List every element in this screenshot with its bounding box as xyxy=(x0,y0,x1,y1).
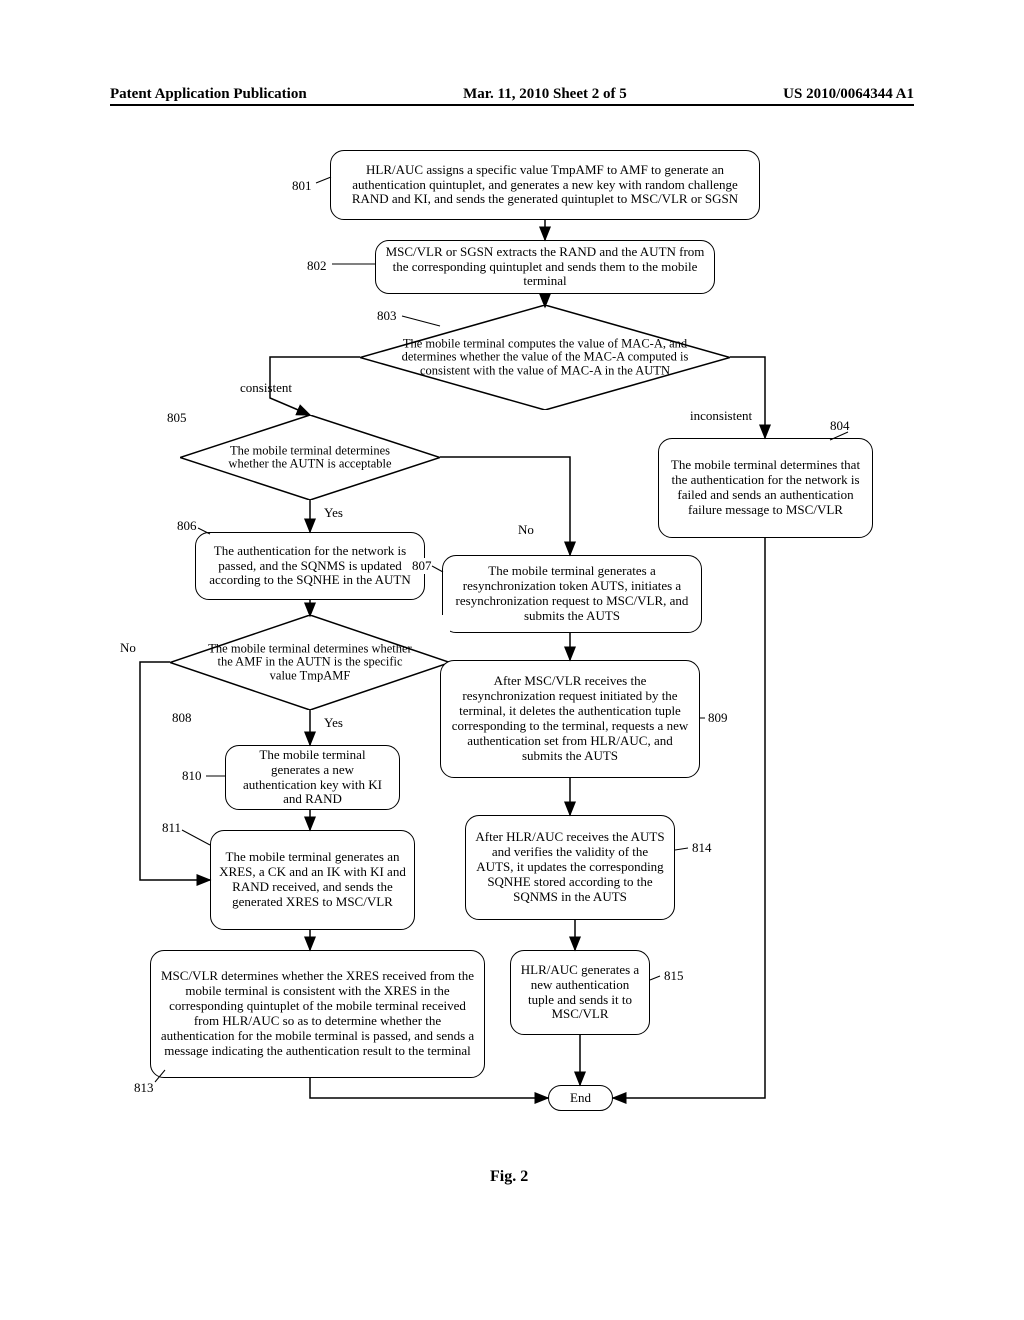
label-802: 802 xyxy=(305,258,329,274)
box-802-text: MSC/VLR or SGSN extracts the RAND and th… xyxy=(384,245,706,290)
label-810: 810 xyxy=(180,768,204,784)
diamond-803-text: The mobile terminal computes the value o… xyxy=(379,337,712,378)
label-804: 804 xyxy=(828,418,852,434)
box-814-text: After HLR/AUC receives the AUTS and veri… xyxy=(474,830,666,905)
label-808: 808 xyxy=(170,710,194,726)
figure-label: Fig. 2 xyxy=(490,1168,528,1186)
diamond-808-text: The mobile terminal determines whether t… xyxy=(205,642,415,683)
diamond-805-text: The mobile terminal determines whether t… xyxy=(213,444,408,472)
edge-no-808: No xyxy=(120,640,136,656)
box-807: The mobile terminal generates a resynchr… xyxy=(442,555,702,633)
box-811-text: The mobile terminal generates an XRES, a… xyxy=(219,850,406,910)
box-814: After HLR/AUC receives the AUTS and veri… xyxy=(465,815,675,920)
box-810-text: The mobile terminal generates a new auth… xyxy=(234,748,391,808)
box-801-text: HLR/AUC assigns a specific value TmpAMF … xyxy=(339,163,751,208)
header-rule xyxy=(110,104,914,106)
label-805: 805 xyxy=(165,410,189,426)
flowchart: HLR/AUC assigns a specific value TmpAMF … xyxy=(110,150,914,1230)
box-804: The mobile terminal determines that the … xyxy=(658,438,873,538)
box-end: End xyxy=(548,1085,613,1111)
diamond-808: The mobile terminal determines whether t… xyxy=(170,615,450,710)
header-center: Mar. 11, 2010 Sheet 2 of 5 xyxy=(463,86,627,103)
box-804-text: The mobile terminal determines that the … xyxy=(667,458,864,518)
box-802: MSC/VLR or SGSN extracts the RAND and th… xyxy=(375,240,715,294)
label-806: 806 xyxy=(175,518,199,534)
box-813-text: MSC/VLR determines whether the XRES rece… xyxy=(159,969,476,1059)
label-807: 807 xyxy=(410,558,434,574)
box-811: The mobile terminal generates an XRES, a… xyxy=(210,830,415,930)
label-801: 801 xyxy=(290,178,314,194)
edge-yes-805: Yes xyxy=(324,505,343,521)
label-815: 815 xyxy=(662,968,686,984)
box-801: HLR/AUC assigns a specific value TmpAMF … xyxy=(330,150,760,220)
label-811: 811 xyxy=(160,820,183,836)
box-815: HLR/AUC generates a new authentication t… xyxy=(510,950,650,1035)
label-803: 803 xyxy=(375,308,399,324)
box-end-text: End xyxy=(570,1091,591,1106)
edge-consistent: consistent xyxy=(240,380,292,396)
label-809: 809 xyxy=(706,710,730,726)
header-right: US 2010/0064344 A1 xyxy=(783,86,914,103)
edge-no-805: No xyxy=(518,522,534,538)
box-815-text: HLR/AUC generates a new authentication t… xyxy=(519,963,641,1023)
diamond-803: The mobile terminal computes the value o… xyxy=(360,305,730,410)
edge-inconsistent: inconsistent xyxy=(690,408,752,424)
label-813: 813 xyxy=(132,1080,156,1096)
box-809: After MSC/VLR receives the resynchroniza… xyxy=(440,660,700,778)
diamond-805: The mobile terminal determines whether t… xyxy=(180,415,440,500)
box-806: The authentication for the network is pa… xyxy=(195,532,425,600)
header-left: Patent Application Publication xyxy=(110,86,307,103)
edge-yes-808: Yes xyxy=(324,715,343,731)
box-810: The mobile terminal generates a new auth… xyxy=(225,745,400,810)
box-807-text: The mobile terminal generates a resynchr… xyxy=(451,564,693,624)
box-806-text: The authentication for the network is pa… xyxy=(204,544,416,589)
label-814: 814 xyxy=(690,840,714,856)
box-809-text: After MSC/VLR receives the resynchroniza… xyxy=(449,674,691,764)
box-813: MSC/VLR determines whether the XRES rece… xyxy=(150,950,485,1078)
